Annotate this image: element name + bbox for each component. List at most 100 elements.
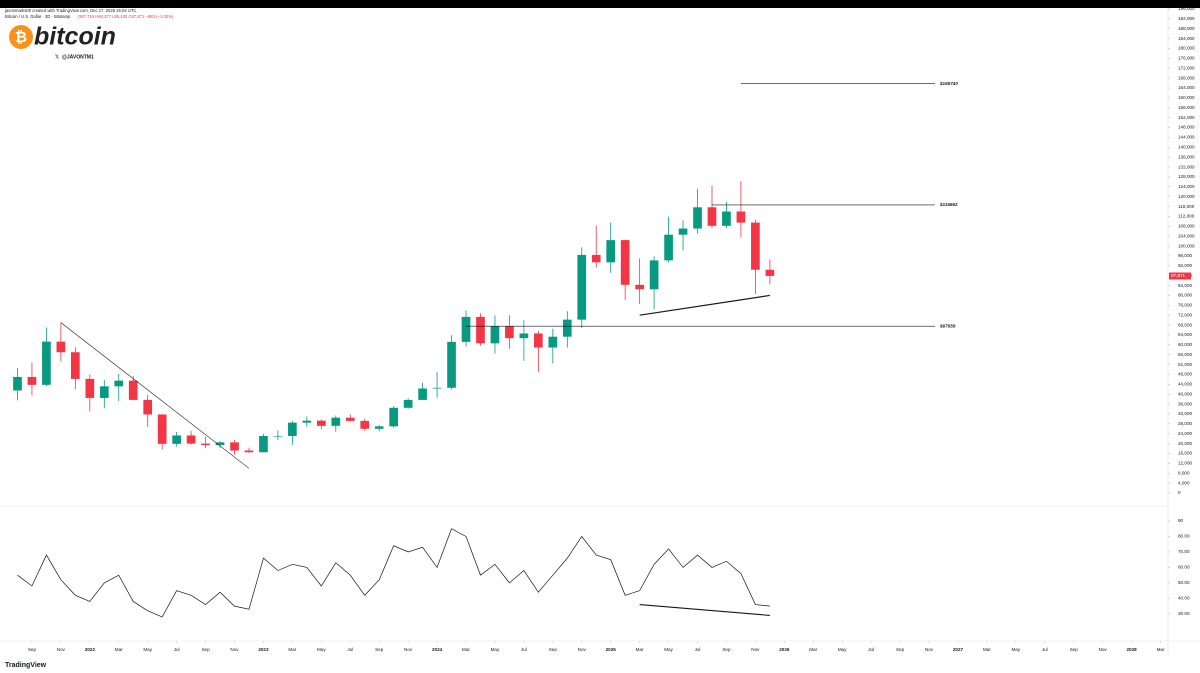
y-tick-label: 184,000 <box>1178 36 1195 41</box>
y-tick-label: 16,000 <box>1178 451 1192 456</box>
candle-body <box>201 443 210 446</box>
y-tick-label: 50.00 <box>1178 580 1190 585</box>
y-tick-label: 136,000 <box>1178 154 1195 159</box>
y-tick-label: 128,000 <box>1178 174 1195 179</box>
y-tick-label: 44,000 <box>1178 382 1192 387</box>
y-tick-label: 32,000 <box>1178 411 1192 416</box>
y-tick-label: 188,000 <box>1178 26 1195 31</box>
candle-body <box>649 260 659 290</box>
x-tick-label: Mar <box>636 647 644 652</box>
x-tick-label: Mar <box>1157 647 1165 652</box>
y-tick-label: 140,000 <box>1178 145 1195 150</box>
x-tick-label: Nov <box>230 647 239 652</box>
y-tick-label: 168,000 <box>1178 75 1195 80</box>
x-tick-label: 2024 <box>432 647 443 652</box>
candle-body <box>244 450 254 453</box>
logo-symbol: ₿ <box>15 29 27 46</box>
candle-body <box>548 336 558 348</box>
x-tick-label: Mar <box>983 647 991 652</box>
y-tick-label: 152,000 <box>1178 115 1195 120</box>
candle-body <box>765 269 775 276</box>
candle-body <box>99 386 109 398</box>
footer-brand: TradingView <box>5 662 47 669</box>
y-tick-label: 60,000 <box>1178 342 1192 347</box>
y-tick-label: 12,000 <box>1178 461 1192 466</box>
level-label: $116662 <box>939 202 958 207</box>
y-tick-label: 84,000 <box>1178 283 1192 288</box>
level-label: $165740 <box>939 81 958 86</box>
y-tick-label: 108,000 <box>1178 224 1195 229</box>
x-tick-label: 2028 <box>1126 647 1137 652</box>
x-tick-label: Mar <box>288 647 296 652</box>
candle-body <box>230 442 239 451</box>
y-tick-label: 4,000 <box>1178 480 1190 485</box>
candle-body <box>157 414 167 444</box>
symbol-line: Bitcoin / U.S. Dollar · 3D · Bitstamp <box>5 14 71 19</box>
candle-body <box>418 388 427 400</box>
x-tick-label: Sep <box>549 647 558 652</box>
x-tick-label: Nov <box>925 647 934 652</box>
x-tick-label: Sep <box>722 647 731 652</box>
y-tick-label: 116,000 <box>1178 204 1195 209</box>
x-tick-label: May <box>317 647 326 652</box>
y-tick-label: 70.00 <box>1178 549 1190 554</box>
y-tick-label: 192,000 <box>1178 16 1195 21</box>
candle-body <box>722 211 731 226</box>
x-tick-label: Nov <box>57 647 66 652</box>
candle-body <box>259 435 268 453</box>
candle-body <box>56 341 66 353</box>
y-tick-label: 48,000 <box>1178 372 1192 377</box>
candle-body <box>331 417 341 426</box>
candle-body <box>186 435 196 444</box>
last-price-tag <box>1169 272 1191 280</box>
candle-body <box>85 378 95 398</box>
x-tick-label: Mar <box>809 647 817 652</box>
y-tick-label: 68,000 <box>1178 322 1192 327</box>
candle-body <box>27 376 37 385</box>
candle-body <box>316 420 326 426</box>
candle-body <box>447 341 456 388</box>
candle-body <box>302 420 312 423</box>
y-tick-label: 0 <box>1178 490 1181 495</box>
x-tick-label: Sep <box>28 647 37 652</box>
candle-body <box>664 234 673 261</box>
candle-body <box>635 284 644 290</box>
x-tick-label: May <box>838 647 847 652</box>
last-price-label: 87,871 <box>1171 273 1185 278</box>
candle-body <box>42 341 51 385</box>
y-tick-label: 92,000 <box>1178 263 1192 268</box>
candle-body <box>215 442 225 446</box>
candle-body <box>476 316 485 344</box>
candle-body <box>432 387 442 389</box>
candle-body <box>534 333 543 348</box>
x-tick-label: 2025 <box>606 647 617 652</box>
candle-body <box>678 228 688 235</box>
candle-body <box>707 207 717 226</box>
y-tick-label: 80,000 <box>1178 293 1192 298</box>
y-tick-label: 56,000 <box>1178 352 1192 357</box>
y-tick-label: 8,000 <box>1178 470 1190 475</box>
x-tick-label: 2026 <box>779 647 790 652</box>
x-tick-label: Jul <box>868 647 874 652</box>
y-tick-label: 196,000 <box>1178 6 1195 11</box>
y-tick-label: 132,000 <box>1178 164 1195 169</box>
candle-body <box>143 399 153 415</box>
logo-circle <box>9 25 33 49</box>
candle-body <box>736 211 746 223</box>
x-tick-label: 2027 <box>953 647 964 652</box>
y-tick-label: 164,000 <box>1178 85 1195 90</box>
y-tick-label: 176,000 <box>1178 56 1195 61</box>
candle-body <box>13 376 22 391</box>
y-tick-label: 40.00 <box>1178 596 1190 601</box>
x-tick-label: Nov <box>404 647 413 652</box>
trendline <box>639 604 770 616</box>
y-tick-label: 156,000 <box>1178 105 1195 110</box>
rsi-line <box>17 528 770 618</box>
candle-body <box>562 319 572 337</box>
y-tick-label: 96,000 <box>1178 253 1192 258</box>
y-tick-label: 40,000 <box>1178 391 1192 396</box>
candle-body <box>693 207 702 229</box>
candle-body <box>461 316 471 342</box>
level-label: $67559 <box>939 323 956 328</box>
x-tick-label: 2022 <box>85 647 96 652</box>
